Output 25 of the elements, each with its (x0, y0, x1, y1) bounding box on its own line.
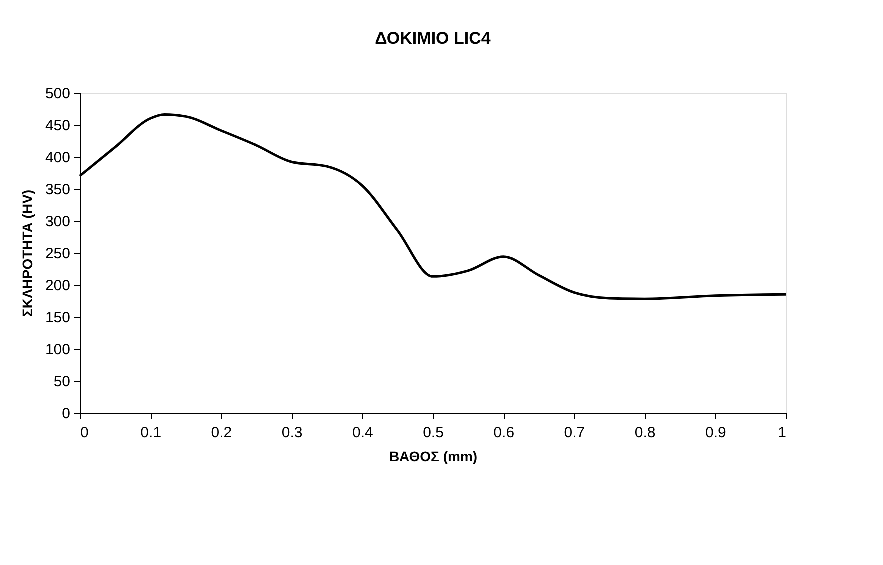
y-tick-label: 200 (45, 278, 70, 294)
y-tick-label: 450 (45, 118, 70, 134)
y-tick-label: 50 (54, 374, 70, 390)
y-tick-label: 150 (45, 310, 70, 326)
x-tick-label: 0.2 (211, 424, 232, 442)
x-tick-label: 0.4 (352, 424, 374, 442)
y-tick-label: 250 (45, 246, 70, 262)
y-tick-label: 500 (45, 86, 70, 102)
x-axis-title: ΒΑΘΟΣ (mm) (389, 448, 478, 464)
x-tick-label: 0.1 (140, 424, 162, 442)
x-tick-label: 0.5 (423, 424, 444, 442)
y-tick-label: 100 (45, 342, 70, 358)
chart-title: ΔΟΚΙΜΙΟ LIC4 (375, 29, 492, 48)
y-tick-label: 0 (62, 406, 70, 422)
x-tick-label: 0 (80, 424, 89, 442)
x-tick-label: 1 (778, 424, 786, 442)
x-tick-label: 0.8 (634, 424, 656, 442)
x-tick-label: 0.3 (282, 424, 303, 442)
x-tick-label: 0.9 (705, 424, 726, 442)
x-tick-label: 0.7 (564, 424, 586, 442)
x-tick-label: 0.6 (494, 424, 515, 442)
y-tick-label: 400 (45, 150, 70, 166)
y-axis-title: ΣΚΛΗΡΟΤΗΤΑ (HV) (19, 190, 36, 318)
y-tick-label: 350 (45, 182, 70, 198)
y-tick-label: 300 (45, 214, 70, 230)
